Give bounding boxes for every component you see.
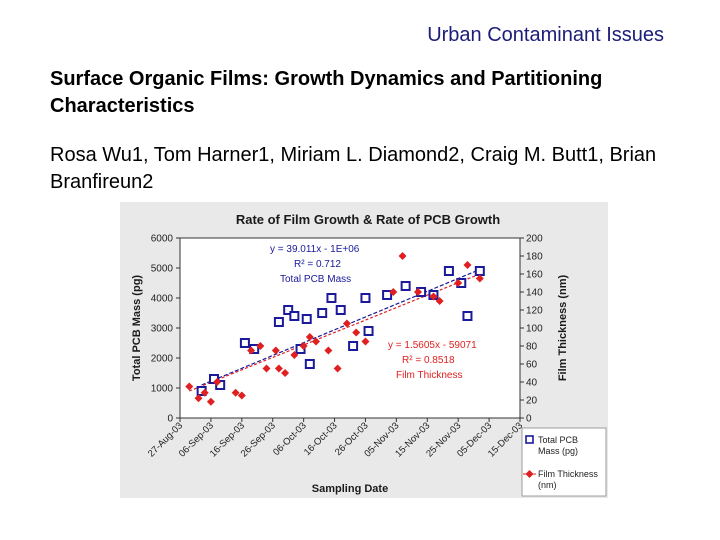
data-point-pcb <box>239 338 250 348</box>
y-tick-label: 2000 <box>151 354 174 365</box>
data-point-film <box>414 288 422 296</box>
slide-title: Surface Organic Films: Growth Dynamics a… <box>50 68 603 117</box>
data-point-film <box>352 328 361 337</box>
legend-marker-diamond <box>525 470 534 478</box>
data-point-film <box>361 337 370 346</box>
data-point-film <box>281 369 290 377</box>
data-point-pcb <box>273 317 284 327</box>
y2-tick-label: 180 <box>526 252 543 263</box>
legend-label: Film Thickness (nm) <box>538 469 598 490</box>
data-point-pcb <box>304 359 315 369</box>
data-point-pcb <box>474 266 485 276</box>
y-tick-label: 3000 <box>151 324 174 335</box>
data-point-film <box>271 346 280 355</box>
data-point-film <box>435 297 444 305</box>
y-tick-label: 4000 <box>151 294 174 305</box>
data-point-pcb <box>382 290 393 300</box>
trendline-label-pcb: Total PCB Mass <box>280 274 351 285</box>
data-point-pcb <box>289 311 300 321</box>
data-point-film <box>389 288 398 296</box>
data-point-film <box>274 364 283 373</box>
data-point-film <box>237 391 246 400</box>
data-point-film <box>185 382 194 391</box>
data-point-film <box>194 394 203 403</box>
chart-figure: Rate of Film Growth & Rate of PCB Growth… <box>120 202 608 498</box>
header-subtitle: Urban Contaminant Issues <box>427 24 664 46</box>
data-point-film <box>324 346 333 355</box>
data-point-film <box>398 252 407 260</box>
y-tick-label: 6000 <box>151 234 174 245</box>
data-point-film <box>256 342 265 350</box>
data-point-film <box>299 342 308 350</box>
data-point-film <box>463 261 472 269</box>
trendline-label-film: Film Thickness <box>396 370 463 381</box>
data-point-pcb <box>326 293 337 303</box>
data-point-film <box>206 397 215 406</box>
data-point-pcb <box>301 314 312 324</box>
data-point-film <box>231 388 240 397</box>
y2-tick-label: 20 <box>526 396 538 407</box>
data-point-film <box>429 292 438 301</box>
chart-svg: Rate of Film Growth & Rate of PCB Growth… <box>131 212 607 497</box>
y-axis-label: Total PCB Mass (pg) <box>131 275 143 381</box>
data-point-pcb <box>360 293 371 303</box>
plot-area <box>179 237 521 419</box>
slide-authors: Rosa Wu1, Tom Harner1, Miriam L. Diamond… <box>50 144 657 193</box>
y2-tick-label: 60 <box>526 360 538 371</box>
data-point-pcb <box>443 266 454 276</box>
trendline-equation-pcb: y = 39.011x - 1E+06 <box>270 244 360 255</box>
data-point-film <box>475 274 484 283</box>
points-layer <box>185 252 485 406</box>
legend-marker-square <box>525 435 534 444</box>
data-point-pcb <box>335 305 346 315</box>
data-point-film <box>342 319 351 328</box>
data-point-pcb <box>348 341 359 351</box>
x-axis-label: Sampling Date <box>312 483 388 495</box>
y2-tick-label: 160 <box>526 270 543 281</box>
y2-tick-label: 80 <box>526 342 538 353</box>
legend-box <box>521 427 607 497</box>
trendline-equation-film: y = 1.5605x - 59071 <box>388 340 477 351</box>
y-tick-label: 5000 <box>151 264 174 275</box>
y-tick-label: 1000 <box>151 384 174 395</box>
trendline <box>201 268 481 386</box>
data-point-film <box>247 346 256 355</box>
y-tick-label: 0 <box>167 414 173 425</box>
y2-axis-label: Film Thickness (nm) <box>557 274 569 381</box>
data-point-pcb <box>363 326 374 336</box>
y2-tick-label: 0 <box>526 414 532 425</box>
data-point-film <box>312 337 320 346</box>
data-point-film <box>213 378 222 386</box>
data-point-film <box>200 388 209 397</box>
trendline-r2-film: R² = 0.8518 <box>402 355 455 366</box>
legend: Total PCB Mass (pg) Film Thickness (nm) <box>521 427 607 497</box>
data-point-film <box>305 333 314 341</box>
y2-tick-label: 200 <box>526 234 543 245</box>
data-point-pcb <box>400 281 411 291</box>
chart-title: Rate of Film Growth & Rate of PCB Growth <box>236 212 500 227</box>
data-point-pcb <box>283 305 294 315</box>
annotation-layer: y = 39.011x - 1E+06 R² = 0.712 Total PCB M… <box>270 244 477 381</box>
y2-tick-label: 100 <box>526 324 543 335</box>
data-point-film <box>454 279 463 287</box>
data-point-pcb <box>462 311 473 321</box>
data-point-film <box>290 351 299 359</box>
legend-label: Total PCB Mass (pg) <box>538 435 578 456</box>
y2-tick-label: 140 <box>526 288 543 299</box>
trendline-r2-pcb: R² = 0.712 <box>294 259 341 270</box>
y2-tick-label: 40 <box>526 378 538 389</box>
data-point-film <box>333 364 342 373</box>
data-point-film <box>262 364 271 373</box>
data-point-pcb <box>317 308 328 318</box>
y2-tick-label: 120 <box>526 306 543 317</box>
